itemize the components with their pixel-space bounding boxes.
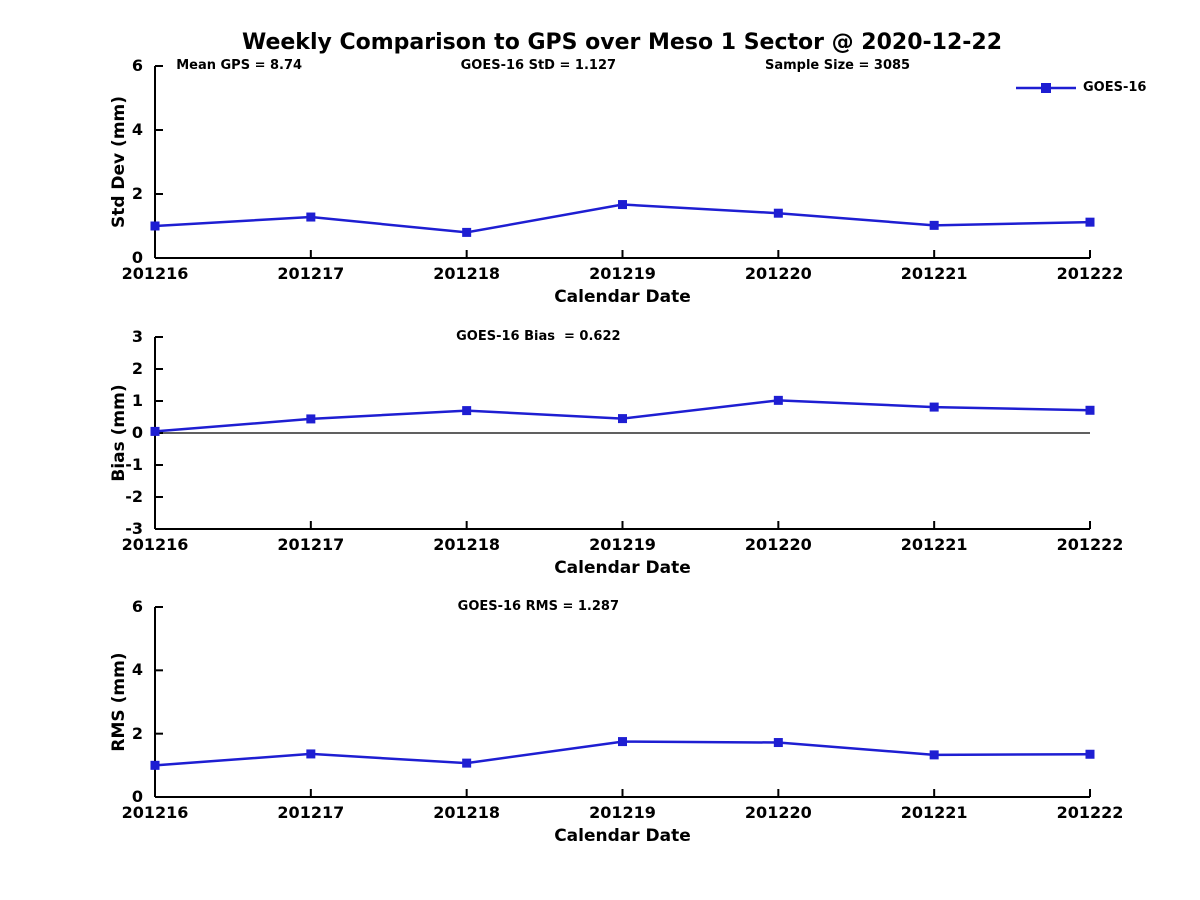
x-tick-label: 201220: [744, 535, 812, 554]
data-point-marker: [773, 395, 783, 405]
data-point-marker: [1085, 217, 1095, 227]
panel-annotation: GOES-16 StD = 1.127: [460, 58, 617, 73]
x-tick-label: 201222: [1056, 803, 1124, 822]
panel-annotation: Sample Size = 3085: [764, 58, 911, 73]
x-tick-label: 201222: [1056, 264, 1124, 283]
y-tick-label: 6: [131, 56, 143, 75]
y-axis-title: Bias (mm): [109, 384, 129, 482]
x-tick-label: 201217: [277, 535, 345, 554]
y-tick-label: 1: [131, 391, 143, 410]
x-tick-label: 201220: [744, 264, 812, 283]
data-point-marker: [618, 414, 627, 424]
y-tick-label: -2: [125, 487, 143, 506]
x-tick-label: 201221: [900, 803, 968, 822]
x-tick-label: 201220: [744, 803, 812, 822]
y-tick-label: 3: [131, 327, 143, 346]
data-point-marker: [1085, 405, 1095, 415]
data-point-marker: [306, 414, 316, 424]
x-tick-label: 201221: [900, 264, 968, 283]
y-tick-label: 0: [131, 787, 143, 806]
data-point-marker: [462, 758, 472, 768]
y-tick-label: 6: [131, 597, 143, 616]
data-point-marker: [150, 221, 160, 231]
y-tick-label: -3: [125, 519, 143, 538]
data-point-marker: [929, 220, 939, 230]
data-point-marker: [929, 750, 939, 760]
x-tick-label: 201219: [589, 803, 656, 822]
figure-title: Weekly Comparison to GPS over Meso 1 Sec…: [241, 30, 1003, 55]
data-point-marker: [150, 426, 160, 436]
x-tick-label: 201219: [589, 264, 656, 283]
data-point-marker: [618, 200, 627, 210]
panel-annotation: Mean GPS = 8.74: [176, 58, 303, 73]
x-tick-label: 201222: [1056, 535, 1124, 554]
y-tick-label: 4: [131, 660, 143, 680]
data-point-marker: [306, 749, 316, 759]
data-point-marker: [773, 738, 783, 748]
legend-line-marker-icon: [1016, 82, 1076, 93]
data-point-marker: [306, 212, 316, 222]
x-tick-label: 201218: [433, 803, 501, 822]
y-tick-label: 2: [131, 723, 143, 743]
data-point-marker: [462, 406, 472, 416]
data-point-marker: [618, 737, 627, 747]
x-axis-title: Calendar Date: [554, 287, 691, 307]
y-tick-label: 0: [131, 423, 143, 442]
data-point-marker: [773, 208, 783, 218]
x-tick-label: 201216: [121, 264, 189, 283]
data-point-marker: [929, 402, 939, 412]
x-tick-label: 201216: [121, 535, 189, 554]
y-axis-title: RMS (mm): [109, 652, 129, 752]
x-axis-title: Calendar Date: [554, 826, 691, 846]
legend: GOES-16: [1015, 80, 1146, 95]
x-tick-label: 201218: [433, 535, 501, 554]
x-tick-label: 201218: [433, 264, 501, 283]
y-tick-label: 0: [131, 248, 143, 267]
x-tick-label: 201219: [589, 535, 656, 554]
data-point-marker: [1085, 749, 1095, 759]
x-tick-label: 201216: [121, 803, 189, 822]
x-tick-label: 201221: [900, 535, 968, 554]
y-tick-label: 2: [131, 359, 143, 378]
x-axis-title: Calendar Date: [554, 558, 691, 578]
y-tick-label: -1: [125, 455, 143, 474]
x-tick-label: 201217: [277, 264, 345, 283]
panel-annotation: GOES-16 Bias = 0.622: [456, 329, 621, 344]
panel-annotation: GOES-16 RMS = 1.287: [457, 599, 620, 614]
x-tick-label: 201217: [277, 803, 345, 822]
legend-series-label: GOES-16: [1083, 80, 1147, 95]
data-point-marker: [462, 227, 472, 237]
y-tick-label: 2: [131, 184, 143, 203]
y-axis-title: Std Dev (mm): [109, 95, 129, 229]
y-tick-label: 4: [131, 120, 143, 139]
data-point-marker: [150, 760, 160, 770]
